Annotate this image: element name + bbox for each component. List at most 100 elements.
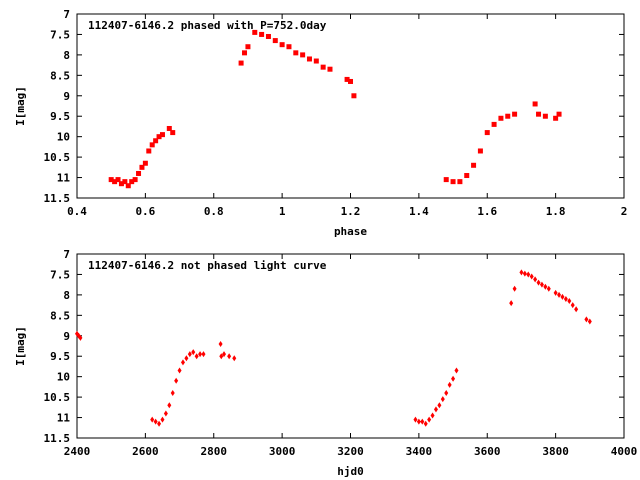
data-point (526, 271, 531, 278)
data-point (170, 390, 175, 397)
y-tick-label: 10.5 (44, 391, 71, 404)
x-tick-label: 2800 (201, 445, 228, 458)
x-tick-label: 2400 (64, 445, 91, 458)
data-point (532, 101, 538, 107)
y-axis-label: I[mag] (14, 86, 27, 126)
data-point (180, 359, 185, 366)
data-point (416, 418, 421, 425)
data-point (259, 31, 265, 37)
data-point (177, 367, 182, 374)
data-point (351, 93, 357, 99)
data-point (272, 38, 278, 44)
y-tick-label: 10 (57, 371, 70, 384)
y-tick-label: 9 (63, 90, 70, 103)
data-point (574, 306, 579, 313)
y-tick-label: 11 (57, 172, 71, 185)
x-tick-label: 3800 (542, 445, 569, 458)
data-point (129, 179, 135, 185)
x-tick-label: 0.6 (135, 205, 155, 218)
data-point (543, 283, 548, 290)
data-point (491, 121, 497, 127)
data-point (563, 295, 568, 302)
data-point (320, 64, 326, 70)
x-tick-label: 0.8 (204, 205, 224, 218)
data-point (533, 276, 538, 283)
y-tick-label: 11.5 (44, 432, 71, 445)
data-point (443, 177, 449, 183)
y-tick-label: 8.5 (50, 309, 70, 322)
data-point (118, 181, 124, 187)
data-point (542, 113, 548, 119)
data-point (529, 273, 534, 280)
x-tick-label: 1.6 (477, 205, 497, 218)
x-tick-label: 3200 (337, 445, 364, 458)
y-axis-label: I[mag] (14, 326, 27, 366)
data-point (430, 412, 435, 419)
data-point (505, 113, 511, 119)
data-point (170, 130, 176, 136)
data-point (293, 50, 299, 56)
data-point (536, 279, 541, 286)
data-point (427, 416, 432, 423)
data-point (553, 115, 559, 121)
data-point (146, 148, 152, 154)
x-tick-label: 2600 (132, 445, 159, 458)
data-point (560, 293, 565, 300)
data-point (557, 291, 562, 298)
y-tick-label: 11 (57, 412, 71, 425)
data-point (227, 353, 232, 360)
data-point (153, 138, 159, 144)
data-point (344, 76, 350, 82)
data-point (184, 355, 189, 362)
data-point (454, 367, 459, 374)
data-point (286, 44, 292, 50)
data-point (187, 351, 192, 358)
data-point (313, 58, 319, 64)
plot-frame (76, 253, 625, 439)
data-point (327, 66, 333, 72)
chart-title: 112407-6146.2 not phased light curve (88, 259, 327, 272)
data-point (122, 179, 128, 185)
data-point (108, 177, 114, 183)
data-point (219, 353, 224, 360)
x-tick-label: 2 (621, 205, 628, 218)
data-point (157, 420, 162, 427)
x-tick-label: 3600 (474, 445, 501, 458)
data-point (160, 416, 165, 423)
data-point (420, 418, 425, 425)
data-point (132, 177, 138, 183)
data-point (423, 420, 428, 427)
data-point (115, 177, 121, 183)
x-tick-label: 3400 (406, 445, 433, 458)
data-point (174, 377, 179, 384)
data-point (201, 351, 206, 358)
data-point (536, 111, 542, 117)
y-tick-label: 7.5 (50, 268, 70, 281)
data-point (139, 164, 145, 170)
data-point (498, 115, 504, 121)
data-point (112, 179, 118, 185)
data-point (150, 416, 155, 423)
y-tick-label: 8 (63, 49, 70, 62)
data-point (413, 416, 418, 423)
y-tick-label: 9.5 (50, 110, 70, 123)
y-tick-label: 10 (57, 131, 70, 144)
data-point (457, 179, 463, 185)
data-point (78, 334, 83, 341)
data-point (484, 130, 490, 136)
data-point (163, 410, 168, 417)
data-point (522, 270, 527, 277)
data-point (556, 111, 562, 117)
data-point (166, 125, 172, 131)
data-point (437, 402, 442, 409)
y-tick-label: 8 (63, 289, 70, 302)
data-point (433, 406, 438, 413)
data-point (232, 355, 237, 362)
x-tick-label: 0.4 (67, 205, 87, 218)
data-point (279, 42, 285, 48)
data-point (153, 418, 158, 425)
y-tick-label: 9 (63, 330, 70, 343)
data-point (464, 173, 470, 179)
data-point (447, 381, 452, 388)
data-point (440, 396, 445, 403)
